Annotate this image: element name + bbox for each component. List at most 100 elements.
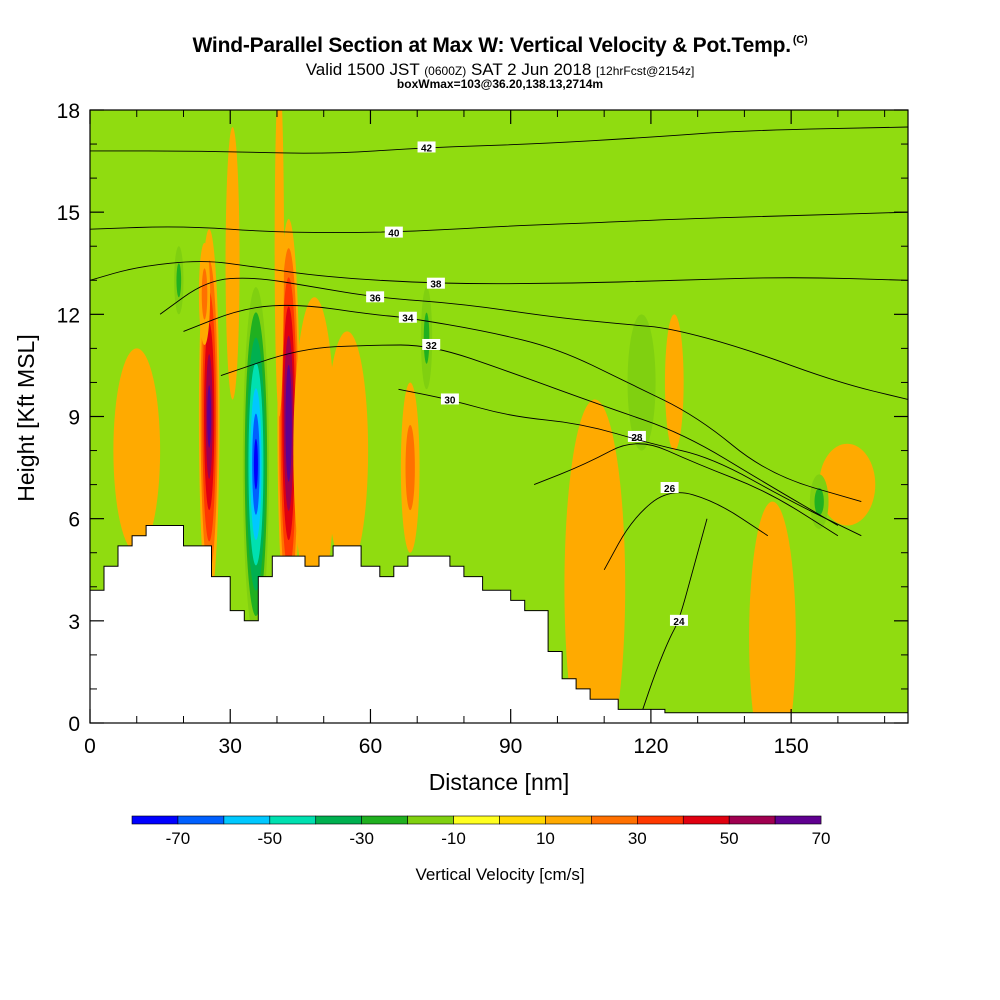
contour-label-bg: [627, 430, 646, 442]
velocity-band: [627, 314, 656, 451]
x-tick-label: 0: [84, 735, 96, 758]
subtitle-utc: (0600Z): [424, 64, 467, 78]
colorbar-tick-label: -10: [441, 829, 466, 848]
contour-label-bg: [669, 614, 688, 626]
y-axis-label: Height [Kft MSL]: [13, 334, 39, 501]
velocity-cell: [293, 297, 336, 604]
chart-title: Wind-Parallel Section at Max W: Vertical…: [0, 34, 1000, 58]
theta-contour-line: [533, 443, 839, 537]
contour-label: 26: [664, 484, 676, 495]
terrain-mask: [89, 525, 909, 724]
theta-contour-line: [90, 211, 908, 234]
y-tick-label: 3: [68, 611, 80, 634]
velocity-band: [564, 399, 626, 723]
colorbar-swatch: [499, 815, 546, 825]
contour-label-bg: [366, 291, 385, 303]
velocity-band: [749, 501, 796, 723]
theta-contours: 24 26 28 30 32 34 36 38 40 42: [90, 126, 908, 713]
x-tick-label: 90: [499, 735, 522, 758]
contour-label: 36: [370, 293, 382, 304]
x-tick-label: 120: [633, 735, 668, 758]
subtitle-forecast: [12hrFcst@2154z]: [596, 64, 695, 78]
chart-subtitle-box: boxWmax=103@36.20,138.13,2714m: [396, 77, 604, 91]
velocity-band: [201, 268, 208, 320]
contour-label: 28: [631, 433, 643, 444]
velocity-field: [113, 110, 876, 723]
velocity-band: [664, 314, 684, 451]
colorbar-tick-label: -30: [349, 829, 374, 848]
x-tick-label: 60: [359, 735, 382, 758]
velocity-band: [814, 488, 824, 516]
contour-label-bg: [440, 393, 459, 405]
velocity-band: [274, 110, 284, 417]
colorbar-tick-label: 10: [536, 829, 555, 848]
velocity-cell: [225, 127, 240, 400]
theta-contour-line: [641, 518, 708, 713]
velocity-band: [326, 331, 369, 570]
theta-contour-line: [183, 304, 862, 503]
colorbar-tick-label: -50: [258, 829, 283, 848]
colorbar-swatch: [315, 815, 362, 825]
velocity-cell: [400, 382, 420, 553]
colorbar-tick-label: -70: [166, 829, 191, 848]
velocity-cell: [274, 110, 284, 417]
theta-contour-line: [90, 261, 908, 285]
subtitle-valid: Valid 1500 JST: [305, 60, 420, 79]
colorbar-swatch: [223, 815, 271, 825]
colorbar-swatch: [177, 815, 225, 825]
theta-contour-line: [159, 277, 908, 400]
velocity-cell: [664, 314, 684, 451]
velocity-cell: [809, 474, 829, 529]
velocity-cell: [113, 348, 161, 553]
colorbar: -70 -50 -30 -10 10 30 50 70: [131, 815, 831, 848]
y-tick-label: 18: [57, 100, 80, 123]
y-tick-label: 6: [68, 509, 80, 532]
velocity-cell: [420, 287, 433, 390]
colorbar-swatch: [361, 815, 408, 825]
theta-contour-line: [220, 344, 839, 526]
contour-label-bg: [422, 338, 441, 350]
contour-label-bg: [426, 277, 445, 289]
colorbar-swatch: [728, 815, 776, 825]
velocity-band: [286, 394, 291, 453]
contour-label-bg: [398, 311, 417, 323]
velocity-band: [253, 438, 258, 490]
velocity-band: [819, 443, 876, 526]
y-tick-label: 9: [68, 407, 80, 430]
velocity-band: [405, 425, 415, 511]
velocity-band: [423, 312, 430, 364]
chart-title-text: Wind-Parallel Section at Max W: Vertical…: [192, 34, 792, 57]
contour-label: 32: [426, 341, 438, 352]
velocity-cell: [627, 314, 656, 451]
colorbar-label: Vertical Velocity [cm/s]: [415, 865, 584, 884]
velocity-cell: [326, 331, 369, 570]
colorbar-swatch: [407, 815, 454, 825]
colorbar-tick-label: 50: [720, 829, 739, 848]
subtitle-date: SAT 2 Jun 2018: [470, 60, 592, 79]
colorbar-swatch: [774, 815, 822, 825]
contour-label-bg: [660, 482, 679, 494]
colorbar-swatch: [269, 815, 317, 825]
contour-label-bg: [417, 141, 436, 153]
colorbar-tick-label: 30: [628, 829, 647, 848]
contour-label: 42: [421, 143, 433, 154]
chart-title-mark: (C): [792, 34, 808, 46]
y-tick-label: 15: [57, 202, 80, 225]
x-axis-label: Distance [nm]: [429, 769, 570, 795]
colorbar-swatch: [453, 815, 500, 825]
colorbar-swatch: [131, 815, 179, 825]
colorbar-tick-label: 70: [812, 829, 831, 848]
velocity-cell: [242, 287, 270, 642]
velocity-band: [207, 385, 212, 448]
contour-label: 34: [402, 314, 414, 325]
velocity-cell: [174, 246, 184, 315]
colorbar-swatch: [682, 815, 730, 825]
y-tick-label: 12: [57, 304, 80, 327]
contour-label: 30: [444, 395, 456, 406]
velocity-cell: [198, 242, 211, 345]
colorbar-swatch: [591, 815, 638, 825]
colorbar-swatch: [637, 815, 684, 825]
theta-contour-line: [398, 388, 862, 537]
velocity-band: [293, 297, 336, 604]
